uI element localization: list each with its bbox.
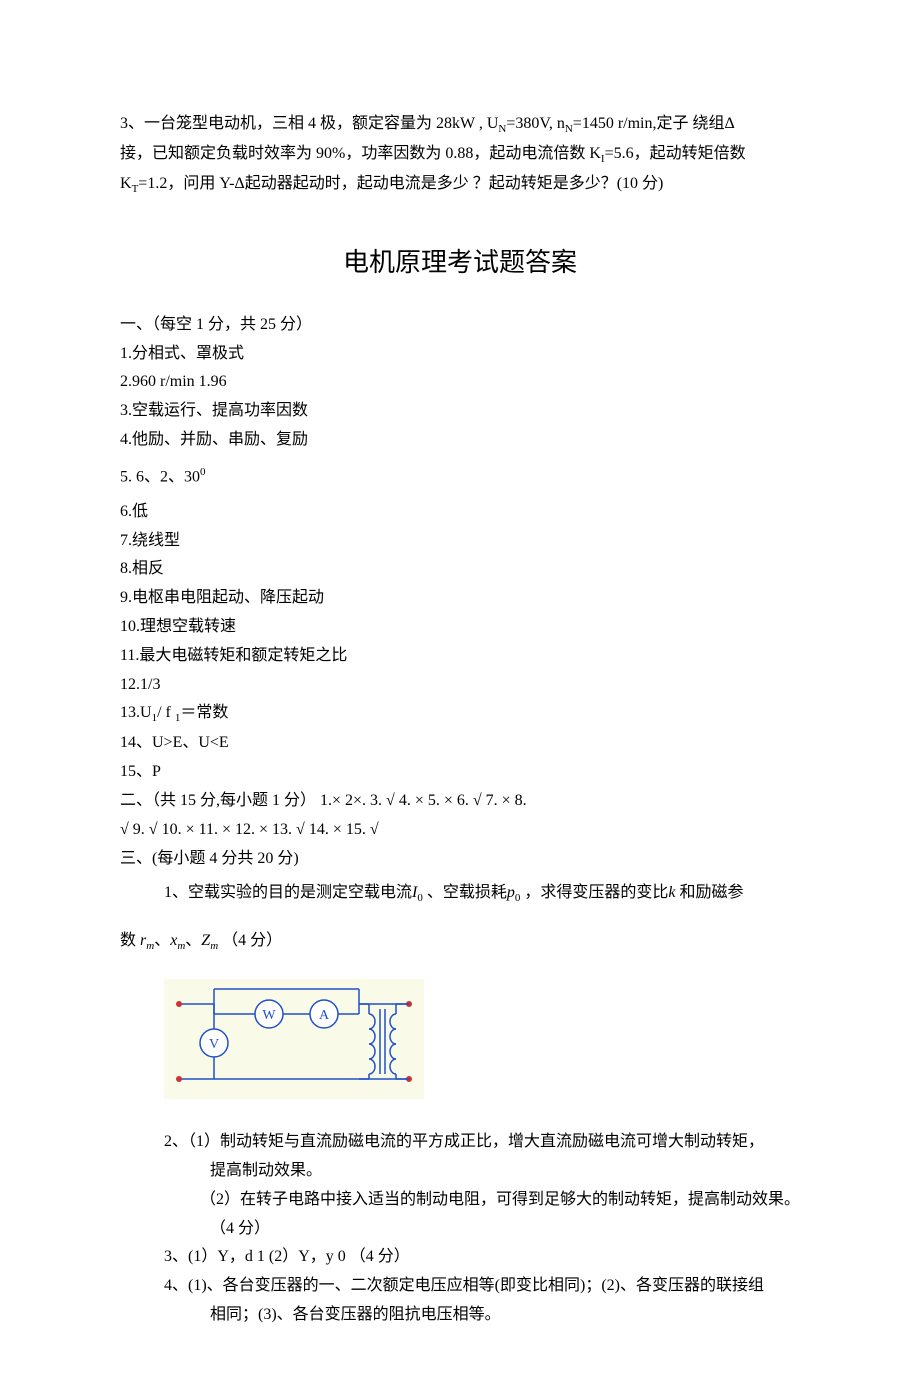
q3-line3-part2: =1.2，问用 Y-Δ起动器起动时，起动电流是多少 ？起动转矩是多少？(10 分…	[138, 175, 663, 192]
circuit-svg: W A V	[164, 979, 424, 1099]
q3-line2-part1: 接，已知额定负载时效率为 90%，功率因数为 0.88，起动电流倍数 K	[120, 145, 601, 162]
answer-8: 8.相反	[120, 555, 800, 584]
a13-p1: 13.U	[120, 704, 152, 721]
s3q1-p7: 、	[185, 932, 201, 949]
s3q1-p2: 、空载损耗	[423, 884, 507, 901]
q3-line3-part1: K	[120, 175, 132, 192]
a13-p2: / f	[157, 704, 175, 721]
a13-p3: ＝常数	[180, 704, 228, 721]
answer-4: 4.他励、并励、串励、复励	[120, 426, 800, 455]
svg-text:A: A	[319, 1008, 330, 1023]
section-2: 二、（共 15 分,每小题 1 分） 1.× 2×. 3. √ 4. × 5. …	[120, 787, 800, 845]
answer-3: 3.空载运行、提高功率因数	[120, 397, 800, 426]
s3-q3: 3、(1）Y，d 1 (2）Y，y 0 （4 分）	[120, 1243, 800, 1272]
answer-6: 6.低	[120, 498, 800, 527]
q3-line1-part1: 3、一台笼型电动机，三相 4 极，额定容量为 28kW , U	[120, 115, 498, 132]
svg-text:V: V	[209, 1037, 219, 1052]
answer-1: 1.分相式、罩极式	[120, 340, 800, 369]
answer-14: 14、U>E、U<E	[120, 729, 800, 758]
question-3: 3、一台笼型电动机，三相 4 极，额定容量为 28kW , U N=380V, n…	[120, 110, 800, 200]
answer-2: 2.960 r/min 1.96	[120, 368, 800, 397]
s3-q2-l2: 提高制动效果。	[120, 1157, 800, 1186]
s3q1-s4: m	[146, 941, 154, 953]
q3-line2-part2: =5.6，起动转矩倍数	[605, 145, 746, 162]
svg-text:W: W	[262, 1008, 276, 1023]
section-3-header: 三、(每小题 4 分共 20 分)	[120, 845, 800, 874]
q3-sub-nn: N	[565, 123, 573, 135]
s3q1-p4: 和励磁参	[675, 884, 743, 901]
s3q1-p8: （4 分）	[218, 932, 282, 949]
s3-q1-cont: 数 rm、xm、Zm （4 分）	[120, 927, 800, 957]
answer-10: 10.理想空载转速	[120, 613, 800, 642]
s3q1-p5: 数	[120, 932, 140, 949]
answer-5: 5. 6、2、300	[120, 463, 800, 492]
s3q1-p1: 1、空载实验的目的是测定空载电流	[164, 884, 412, 901]
section-1-header: 一、（每空 1 分，共 25 分）	[120, 311, 800, 340]
s3q1-v2: p	[507, 884, 515, 901]
s3q1-s6: m	[210, 941, 218, 953]
a5-sup: 0	[200, 466, 206, 478]
a5-prefix: 5. 6、2、30	[120, 468, 200, 485]
circuit-diagram: W A V	[164, 979, 800, 1110]
answer-9: 9.电枢串电阻起动、降压起动	[120, 584, 800, 613]
s3-q2-l3: （2）在转子电路中接入适当的制动电阻，可得到足够大的制动转矩，提高制动效果。	[120, 1186, 800, 1215]
s3-q4-l2: 相同；(3)、各台变压器的阻抗电压相等。	[120, 1301, 800, 1330]
s3q1-v6: Z	[201, 932, 210, 949]
answer-7: 7.绕线型	[120, 527, 800, 556]
answer-11: 11.最大电磁转矩和额定转矩之比	[120, 642, 800, 671]
answer-13: 13.U1/ f 1＝常数	[120, 699, 800, 729]
s3-q4-l1: 4、(1)、各台变压器的一、二次额定电压应相等(即变比相同)；(2)、各变压器的…	[120, 1272, 800, 1301]
q3-line1-part3: =1450 r/min,定子 绕组Δ	[573, 115, 735, 132]
s3-q2-l4: （4 分）	[120, 1215, 800, 1244]
s3-q2-l1: 2、（1）制动转矩与直流励磁电流的平方成正比，增大直流励磁电流可增大制动转矩，	[120, 1128, 800, 1157]
section-1: 一、（每空 1 分，共 25 分） 1.分相式、罩极式 2.960 r/min …	[120, 311, 800, 787]
answer-12: 12.1/3	[120, 671, 800, 700]
s3q1-p6: 、	[154, 932, 170, 949]
s3q1-p3: ，求得变压器的变比	[520, 884, 668, 901]
s3-q1: 1、空载实验的目的是测定空载电流I0 、空载损耗p0 ，求得变压器的变比k 和励…	[120, 879, 800, 909]
section-2-line1: 二、（共 15 分,每小题 1 分） 1.× 2×. 3. √ 4. × 5. …	[120, 787, 800, 816]
page-title: 电机原理考试题答案	[120, 240, 800, 287]
answer-15: 15、P	[120, 758, 800, 787]
section-3: 三、(每小题 4 分共 20 分) 1、空载实验的目的是测定空载电流I0 、空载…	[120, 845, 800, 1330]
q3-line1-part2: =380V, n	[506, 115, 565, 132]
section-2-line2: √ 9. √ 10. × 11. × 12. × 13. √ 14. × 15.…	[120, 816, 800, 845]
